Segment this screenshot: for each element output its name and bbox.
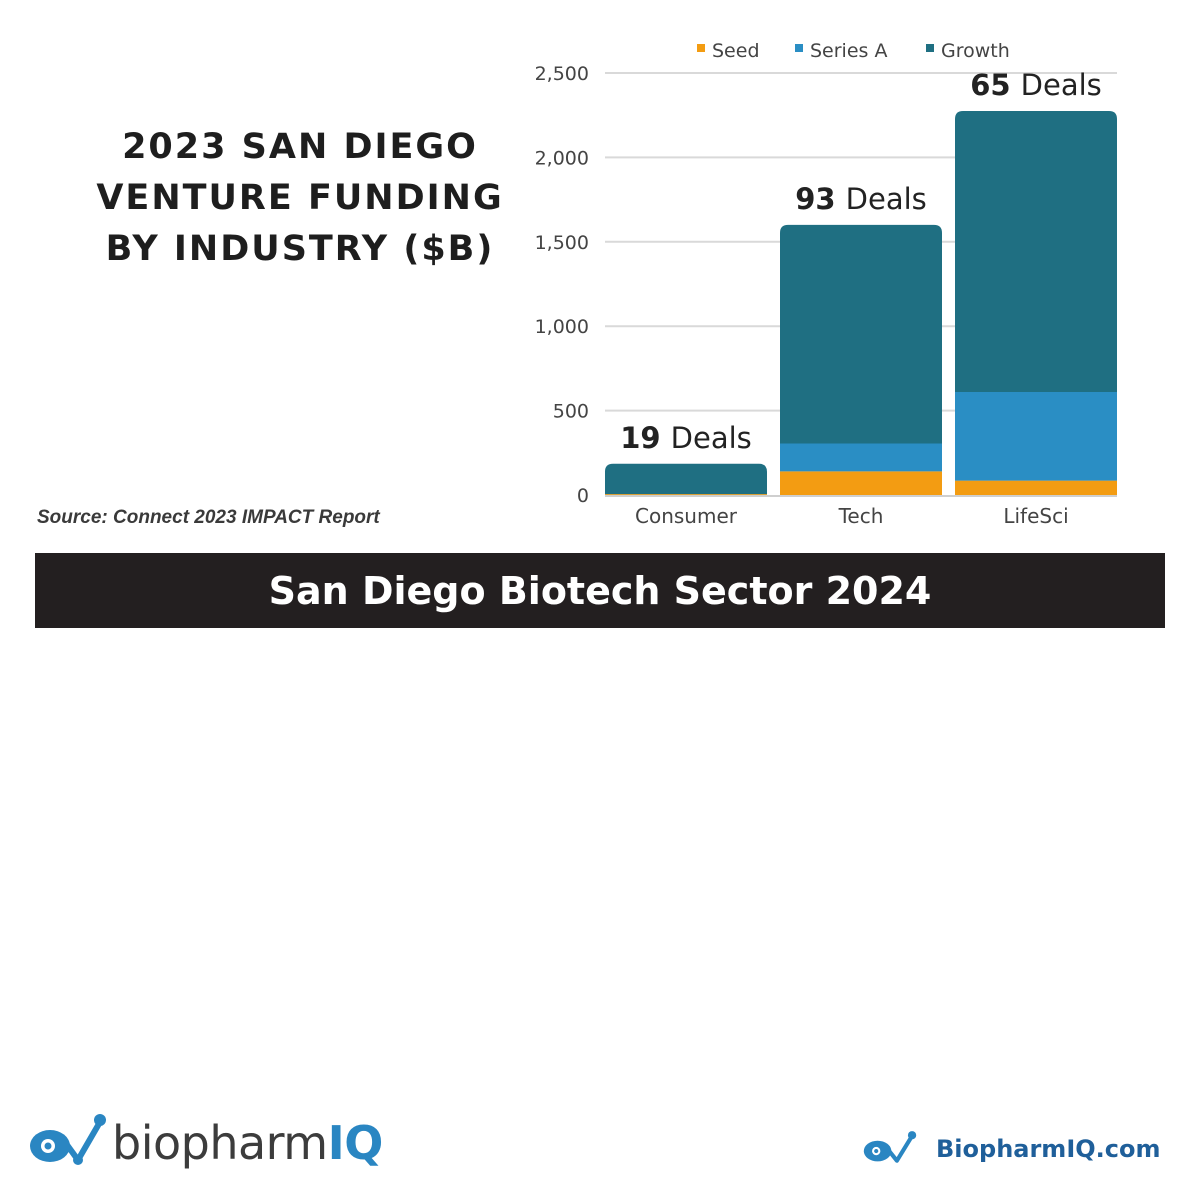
bar-segment-growth: [605, 463, 767, 495]
x-tick-label: LifeSci: [1003, 504, 1068, 528]
chart-title: 2023 SAN DIEGO VENTURE FUNDING BY INDUST…: [60, 122, 540, 275]
bar-segment-seed: [605, 494, 767, 495]
legend-label: Series A: [810, 40, 887, 62]
deal-count-label: 19 Deals: [620, 421, 752, 455]
y-tick-label: 1,000: [535, 316, 589, 338]
title-line-3: BY INDUSTRY ($B): [105, 229, 495, 269]
molecule-small-icon: [863, 1131, 917, 1163]
legend-swatch: [697, 44, 705, 52]
source-note: Source: Connect 2023 IMPACT Report: [37, 507, 380, 528]
legend-swatch: [795, 44, 803, 52]
bar-segment-seed: [780, 471, 942, 495]
title-line-2: VENTURE FUNDING: [96, 178, 504, 218]
bar-segment-series-a: [780, 443, 942, 472]
website-badge: BiopharmIQ.com: [862, 1128, 1160, 1170]
y-tick-label: 0: [577, 485, 589, 507]
legend-label: Growth: [941, 40, 1010, 62]
deal-word: Deals: [671, 421, 752, 455]
deal-word: Deals: [1021, 68, 1102, 102]
section-banner: San Diego Biotech Sector 2024: [35, 553, 1165, 628]
stacked-bar-chart: 0 500 1,000 1,500 2,000 2,500 Consumer 19 Deals…: [535, 40, 1117, 528]
bar-segment-series-a: [955, 392, 1117, 481]
website-url: BiopharmIQ.com: [936, 1135, 1161, 1163]
molecule-logo-icon: [30, 1114, 106, 1165]
x-tick-label: Tech: [838, 504, 884, 528]
banner-title: San Diego Biotech Sector 2024: [268, 568, 932, 613]
biopharmiq-logo: biopharmIQ: [28, 1108, 383, 1178]
logo-word: biopharm: [112, 1116, 328, 1170]
logo-iq: IQ: [327, 1116, 384, 1170]
deal-count: 93: [795, 182, 845, 216]
y-tick-label: 2,000: [535, 147, 589, 169]
deal-count-label: 65 Deals: [970, 68, 1102, 102]
y-tick-label: 2,500: [535, 63, 589, 85]
title-line-1: 2023 SAN DIEGO: [122, 127, 478, 167]
logo-wordmark: biopharmIQ: [112, 1116, 383, 1170]
legend-swatch: [926, 44, 934, 52]
legend-label: Seed: [712, 40, 760, 62]
x-tick-label: Consumer: [635, 504, 738, 528]
deal-count-label: 93 Deals: [795, 182, 927, 216]
y-tick-label: 1,500: [535, 232, 589, 254]
bar-segment-seed: [955, 480, 1117, 495]
y-tick-label: 500: [553, 401, 589, 423]
deal-count: 19: [620, 421, 670, 455]
bar-segment-growth: [955, 110, 1117, 393]
bar-segment-growth: [780, 224, 942, 444]
deal-word: Deals: [846, 182, 927, 216]
deal-count: 65: [970, 68, 1020, 102]
